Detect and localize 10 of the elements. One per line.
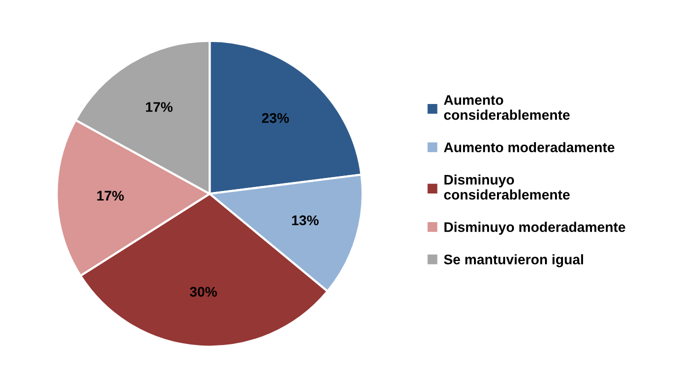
legend-label: Se mantuvieron igual [444,254,584,268]
data-label: 17% [146,102,173,112]
data-label: 13% [292,215,319,226]
legend-label: Aumento considerablemente [444,95,570,120]
data-label: 23% [262,113,289,123]
legend-label: Disminuyo considerablemente [444,174,570,200]
legend-label: Disminuyo moderadamente [444,222,626,235]
data-label: 30% [190,286,217,297]
data-label: 17% [97,190,124,201]
legend-label: Aumento moderadamente [444,142,614,152]
